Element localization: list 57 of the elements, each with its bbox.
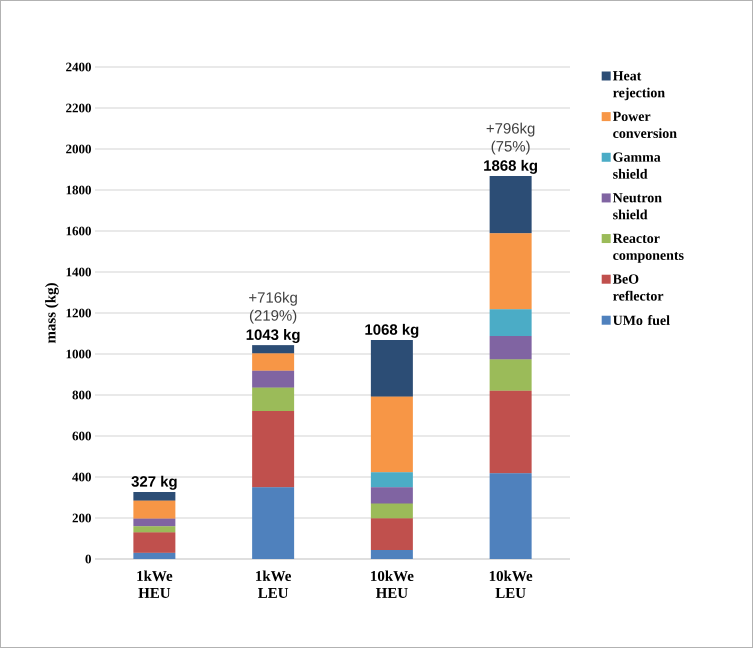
bar — [370, 472, 413, 488]
bar — [252, 353, 294, 371]
legend-label: BeO reflector — [612, 274, 664, 301]
x-tick-label: 10kWe HEU — [371, 570, 414, 598]
y-tick-label: 600 — [72, 432, 91, 440]
bar — [490, 176, 532, 234]
y-tick-label: 2200 — [66, 104, 91, 112]
bar — [490, 233, 532, 310]
y-tick-label: 2000 — [66, 144, 91, 154]
annotation: +716kg (219%) — [249, 292, 297, 324]
bar — [370, 550, 413, 559]
y-tick-label: 1600 — [66, 226, 91, 236]
y-tick-label: 2400 — [66, 62, 91, 72]
y-tick-label: 0 — [86, 554, 91, 564]
x-tick-label: 10kWe LEU — [490, 570, 532, 598]
y-tick-label: 1800 — [66, 186, 91, 194]
bar — [252, 345, 294, 354]
x-tick-label: 1kWe HEU — [137, 570, 172, 598]
legend-label: Heat rejection — [612, 71, 665, 100]
legend-label: Power conversion — [612, 112, 677, 138]
y-tick-label: 1000 — [66, 350, 91, 358]
legend-label: Gamma shield — [613, 152, 661, 179]
bar — [490, 359, 532, 391]
bar — [252, 370, 294, 388]
bar — [133, 500, 176, 519]
total-label: 1043 kg — [246, 328, 300, 343]
bar — [252, 487, 294, 559]
y-tick-label: 800 — [72, 390, 91, 400]
bar — [252, 388, 294, 411]
bar — [370, 518, 413, 550]
bar — [370, 487, 413, 504]
total-label: 327 kg — [131, 476, 177, 490]
bar — [370, 503, 413, 518]
legend-label: Neutron shield — [612, 193, 662, 220]
annotation: +796kg (75%) — [486, 122, 534, 155]
bar — [133, 532, 176, 553]
y-tick-label: 1400 — [66, 268, 91, 276]
total-label: 1068 kg — [365, 324, 418, 338]
total-label: 1868 kg — [484, 160, 538, 174]
y-axis-title: mass (kg) — [45, 283, 59, 344]
bar — [252, 410, 294, 488]
bar — [133, 518, 176, 526]
bar — [490, 336, 532, 360]
bar — [370, 396, 413, 472]
y-tick-label: 1200 — [66, 308, 91, 318]
legend-label: UMo fuel — [613, 315, 670, 326]
bar — [133, 552, 176, 559]
bar — [490, 309, 532, 336]
bar — [133, 492, 176, 501]
bar — [370, 340, 413, 397]
y-tick-label: 400 — [72, 472, 91, 482]
bar — [490, 390, 532, 474]
x-tick-label: 1kWe LEU — [256, 570, 292, 598]
bar — [133, 526, 176, 532]
y-tick-label: 200 — [72, 514, 91, 522]
legend-label: Reactor components — [612, 234, 684, 263]
bar — [490, 473, 532, 559]
